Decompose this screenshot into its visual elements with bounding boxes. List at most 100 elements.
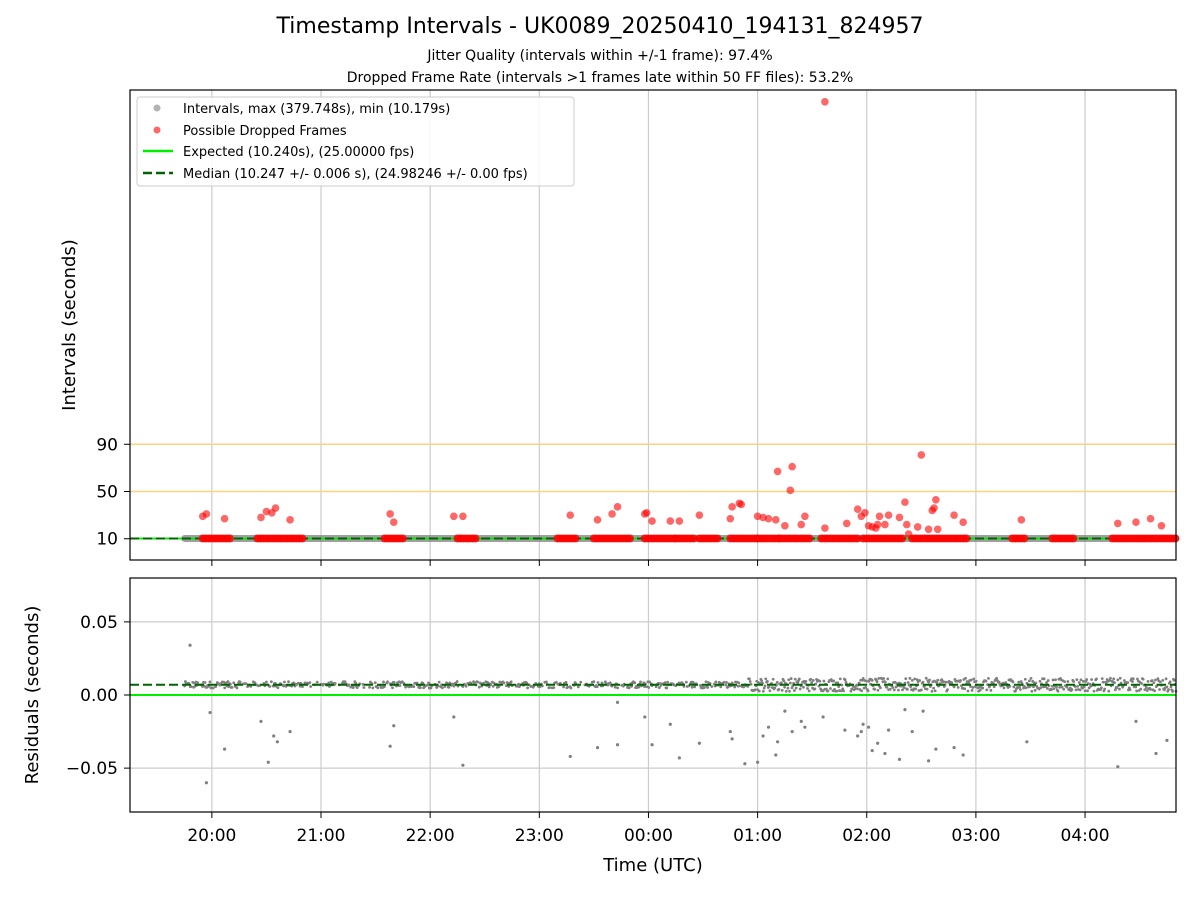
residual-point bbox=[835, 689, 839, 693]
residual-point bbox=[497, 685, 501, 689]
dropped-frame-point bbox=[771, 516, 780, 524]
residual-outlier-point bbox=[288, 729, 292, 734]
residual-point bbox=[793, 689, 796, 692]
residual-outlier-point bbox=[743, 762, 747, 766]
residual-point bbox=[814, 682, 818, 686]
residual-point bbox=[564, 680, 568, 684]
residual-point bbox=[904, 677, 908, 681]
residual-point bbox=[1158, 680, 1162, 684]
dropped-frame-point bbox=[904, 530, 913, 538]
residual-point bbox=[876, 688, 880, 692]
residuals-y-tick-label: −0.05 bbox=[66, 759, 118, 779]
residual-outlier-point bbox=[766, 725, 771, 729]
dropped-frame-point bbox=[695, 511, 704, 519]
residual-outlier-point bbox=[774, 753, 778, 757]
residual-point bbox=[507, 685, 511, 688]
residual-outlier-point bbox=[1165, 738, 1169, 742]
residual-point bbox=[826, 689, 830, 693]
dropped-frame-point bbox=[924, 525, 933, 534]
residual-point bbox=[1066, 680, 1070, 683]
residual-outlier-point bbox=[275, 740, 279, 744]
residual-point bbox=[944, 680, 948, 684]
residual-point bbox=[1063, 680, 1066, 684]
residual-point bbox=[427, 681, 430, 685]
residual-point bbox=[804, 680, 808, 683]
residual-point bbox=[807, 689, 811, 693]
dropped-frame-point bbox=[881, 520, 889, 529]
residual-point bbox=[450, 682, 454, 686]
residual-point bbox=[1126, 681, 1130, 684]
residual-point bbox=[1042, 677, 1046, 681]
residual-outlier-point bbox=[803, 725, 807, 729]
residual-point bbox=[1011, 680, 1015, 684]
residual-point bbox=[885, 685, 889, 689]
jitter-quality-subtitle: Jitter Quality (intervals within +/-1 fr… bbox=[427, 48, 773, 64]
residual-point bbox=[883, 680, 887, 684]
dropped-frame-point bbox=[713, 534, 722, 543]
residual-point bbox=[818, 679, 822, 683]
residual-point bbox=[1085, 678, 1089, 681]
residual-point bbox=[1115, 686, 1119, 689]
residual-point bbox=[268, 685, 272, 688]
residual-point bbox=[1143, 688, 1147, 692]
x-tick-label: 01:00 bbox=[733, 826, 782, 846]
residual-point bbox=[843, 678, 847, 682]
residual-point bbox=[616, 686, 620, 690]
residual-point bbox=[932, 686, 936, 690]
dropped-frame-point bbox=[786, 486, 795, 495]
residual-point bbox=[552, 686, 556, 689]
residual-outlier-point bbox=[870, 748, 874, 753]
residual-point bbox=[856, 687, 859, 691]
dropped-frame-point bbox=[1157, 521, 1166, 530]
residual-point bbox=[315, 680, 319, 684]
residual-point bbox=[714, 680, 718, 684]
residual-point bbox=[928, 678, 931, 682]
residual-point bbox=[760, 679, 764, 683]
residual-point bbox=[725, 680, 728, 684]
residual-point bbox=[796, 681, 800, 685]
residual-point bbox=[351, 686, 355, 690]
residual-point bbox=[730, 681, 734, 685]
residual-point bbox=[718, 681, 722, 685]
dropped-frame-point bbox=[666, 517, 675, 525]
dropped-frame-point bbox=[853, 534, 862, 543]
residual-outlier-point bbox=[799, 719, 803, 723]
residual-outlier-point bbox=[728, 729, 732, 734]
residual-point bbox=[1116, 678, 1120, 682]
residual-point bbox=[925, 687, 929, 691]
residual-outlier-point bbox=[266, 760, 270, 764]
residual-point bbox=[1086, 689, 1089, 693]
residual-outlier-point bbox=[859, 729, 863, 734]
residual-outlier-point bbox=[208, 710, 212, 715]
residual-point bbox=[742, 685, 746, 689]
residual-point bbox=[487, 685, 491, 689]
residual-point bbox=[726, 685, 730, 689]
dropped-frame-point bbox=[1132, 518, 1140, 527]
residual-point bbox=[1172, 678, 1176, 682]
dropped-frame-point bbox=[648, 517, 656, 525]
residual-point bbox=[950, 681, 954, 684]
residual-point bbox=[648, 680, 651, 684]
dropped-frame-point bbox=[298, 534, 307, 543]
residual-point bbox=[964, 676, 967, 680]
residual-point bbox=[1039, 686, 1043, 690]
residual-point bbox=[1045, 686, 1049, 690]
residual-point bbox=[208, 680, 212, 684]
residual-point bbox=[935, 681, 939, 685]
dropped-frame-point bbox=[788, 462, 796, 471]
residual-point bbox=[1140, 682, 1143, 685]
residual-outlier-point bbox=[1116, 765, 1120, 769]
residual-outlier-point bbox=[668, 722, 672, 726]
residual-point bbox=[476, 680, 480, 684]
residual-point bbox=[1027, 679, 1031, 683]
residual-point bbox=[706, 686, 710, 689]
residual-point bbox=[788, 689, 791, 693]
residual-outlier-point bbox=[615, 700, 620, 704]
residual-point bbox=[763, 684, 767, 688]
residual-outlier-point bbox=[861, 722, 865, 726]
residual-point bbox=[382, 680, 385, 684]
residual-point bbox=[963, 687, 967, 691]
residual-point bbox=[719, 685, 723, 689]
residual-point bbox=[657, 686, 661, 689]
residual-point bbox=[1046, 679, 1050, 682]
